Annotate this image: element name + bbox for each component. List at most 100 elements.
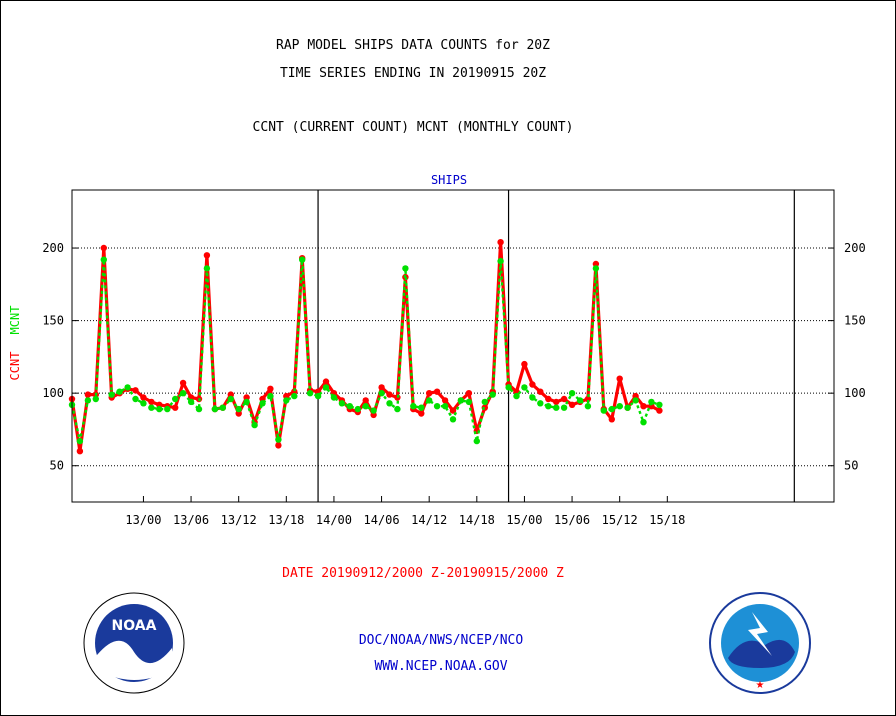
data-point-ccnt-48 xyxy=(449,407,457,414)
data-point-ccnt-17 xyxy=(203,252,211,259)
data-point-ccnt-68 xyxy=(608,416,615,423)
data-point-mcnt-31 xyxy=(314,392,322,400)
data-point-ccnt-54 xyxy=(497,239,504,246)
data-point-ccnt-28 xyxy=(291,388,298,395)
date-range-label: DATE 20190912/2000 Z-20190915/2000 Z xyxy=(282,566,564,581)
data-point-mcnt-26 xyxy=(275,436,282,443)
noaa-logo: NOAA xyxy=(83,592,185,694)
data-point-mcnt-19 xyxy=(219,404,226,411)
data-point-mcnt-71 xyxy=(632,397,639,404)
chart-subtitle: CCNT (CURRENT COUNT) MCNT (MONTHLY COUNT… xyxy=(252,120,574,135)
data-point-ccnt-57 xyxy=(521,360,528,368)
data-point-mcnt-67 xyxy=(600,407,607,414)
y-axis-label-mcnt: MCNT xyxy=(8,306,22,335)
data-point-mcnt-23 xyxy=(251,421,258,429)
noaa-bird-icon xyxy=(97,640,172,680)
y-tick-label-left-200: 200 xyxy=(42,241,64,255)
x-tick-label-4: 14/00 xyxy=(316,513,352,527)
data-point-mcnt-3 xyxy=(92,395,100,403)
data-point-ccnt-74 xyxy=(656,407,663,414)
series-line-mcnt xyxy=(70,258,660,443)
data-point-mcnt-6 xyxy=(116,388,123,395)
data-point-ccnt-65 xyxy=(584,395,592,403)
data-point-mcnt-60 xyxy=(545,403,552,410)
day-dividers xyxy=(317,190,795,502)
x-tick-label-0: 13/00 xyxy=(125,513,161,527)
data-point-mcnt-52 xyxy=(481,398,488,406)
nws-cloud-icon xyxy=(728,639,795,668)
data-point-ccnt-13 xyxy=(172,404,179,411)
data-point-ccnt-45 xyxy=(426,390,433,397)
nws-lightning-icon xyxy=(748,612,772,656)
data-point-mcnt-8 xyxy=(132,395,139,403)
data-point-ccnt-22 xyxy=(243,394,250,401)
data-point-ccnt-59 xyxy=(537,388,544,395)
series-layer xyxy=(68,239,663,455)
data-point-mcnt-74 xyxy=(656,401,663,408)
data-point-mcnt-73 xyxy=(648,398,655,406)
data-point-ccnt-25 xyxy=(267,385,274,392)
data-point-mcnt-13 xyxy=(172,395,179,403)
data-point-mcnt-54 xyxy=(497,257,504,265)
data-point-ccnt-46 xyxy=(433,388,441,395)
data-point-mcnt-50 xyxy=(465,398,473,406)
data-point-ccnt-8 xyxy=(132,387,139,394)
data-point-mcnt-48 xyxy=(449,416,457,423)
grid-lines xyxy=(72,247,834,467)
data-point-ccnt-60 xyxy=(545,395,552,403)
data-point-mcnt-5 xyxy=(108,391,115,398)
data-point-ccnt-58 xyxy=(529,381,536,388)
chart-title-line2: TIME SERIES ENDING IN 20190915 20Z xyxy=(279,66,547,81)
data-point-mcnt-12 xyxy=(164,405,171,413)
data-point-mcnt-59 xyxy=(537,400,544,407)
data-point-mcnt-34 xyxy=(338,400,346,407)
x-tick-label-8: 15/00 xyxy=(506,513,542,527)
chart-title-line1: RAP MODEL SHIPS DATA COUNTS for 20Z xyxy=(276,38,550,53)
y-tick-label-right-150: 150 xyxy=(844,314,866,328)
data-point-mcnt-47 xyxy=(441,403,449,410)
data-point-mcnt-21 xyxy=(235,405,242,413)
data-point-mcnt-55 xyxy=(505,384,512,391)
data-point-mcnt-37 xyxy=(362,403,369,410)
data-point-ccnt-44 xyxy=(418,410,425,417)
data-point-ccnt-62 xyxy=(560,395,568,403)
data-point-mcnt-22 xyxy=(243,398,250,406)
data-point-ccnt-69 xyxy=(616,375,623,382)
data-point-ccnt-50 xyxy=(465,390,473,397)
y-tick-label-right-50: 50 xyxy=(844,459,858,473)
data-point-mcnt-4 xyxy=(100,256,108,263)
series-line-ccnt xyxy=(70,240,661,453)
x-tick-label-6: 14/12 xyxy=(411,513,447,527)
data-point-ccnt-10 xyxy=(148,398,155,406)
y-tick-label-left-50: 50 xyxy=(50,459,64,473)
website-link[interactable]: WWW.NCEP.NOAA.GOV xyxy=(374,659,508,674)
data-point-ccnt-4 xyxy=(100,244,108,252)
data-point-ccnt-9 xyxy=(140,394,147,401)
data-point-mcnt-63 xyxy=(568,390,576,397)
data-point-ccnt-1 xyxy=(76,448,84,455)
data-point-mcnt-38 xyxy=(370,407,377,414)
y-tick-label-left-100: 100 xyxy=(42,386,64,400)
data-point-mcnt-57 xyxy=(521,384,528,391)
nws-logo: ★ xyxy=(709,592,811,694)
x-tick-label-3: 13/18 xyxy=(268,513,304,527)
x-tick-label-1: 13/06 xyxy=(173,513,209,527)
data-point-mcnt-68 xyxy=(608,405,615,413)
data-point-mcnt-61 xyxy=(553,404,560,411)
data-point-mcnt-44 xyxy=(418,404,425,411)
data-point-mcnt-51 xyxy=(473,437,480,445)
data-point-ccnt-61 xyxy=(553,398,560,406)
data-point-mcnt-65 xyxy=(584,403,592,410)
data-point-mcnt-27 xyxy=(283,397,290,404)
data-point-mcnt-62 xyxy=(560,404,568,411)
data-point-mcnt-11 xyxy=(156,405,163,413)
x-tick-label-11: 15/18 xyxy=(649,513,685,527)
data-point-mcnt-42 xyxy=(402,265,409,272)
data-point-mcnt-46 xyxy=(433,403,441,410)
agency-label: DOC/NOAA/NWS/NCEP/NCO xyxy=(358,633,524,648)
data-point-ccnt-2 xyxy=(84,391,92,398)
data-point-mcnt-36 xyxy=(354,405,361,413)
data-point-mcnt-53 xyxy=(489,391,496,398)
data-point-mcnt-20 xyxy=(227,395,234,403)
